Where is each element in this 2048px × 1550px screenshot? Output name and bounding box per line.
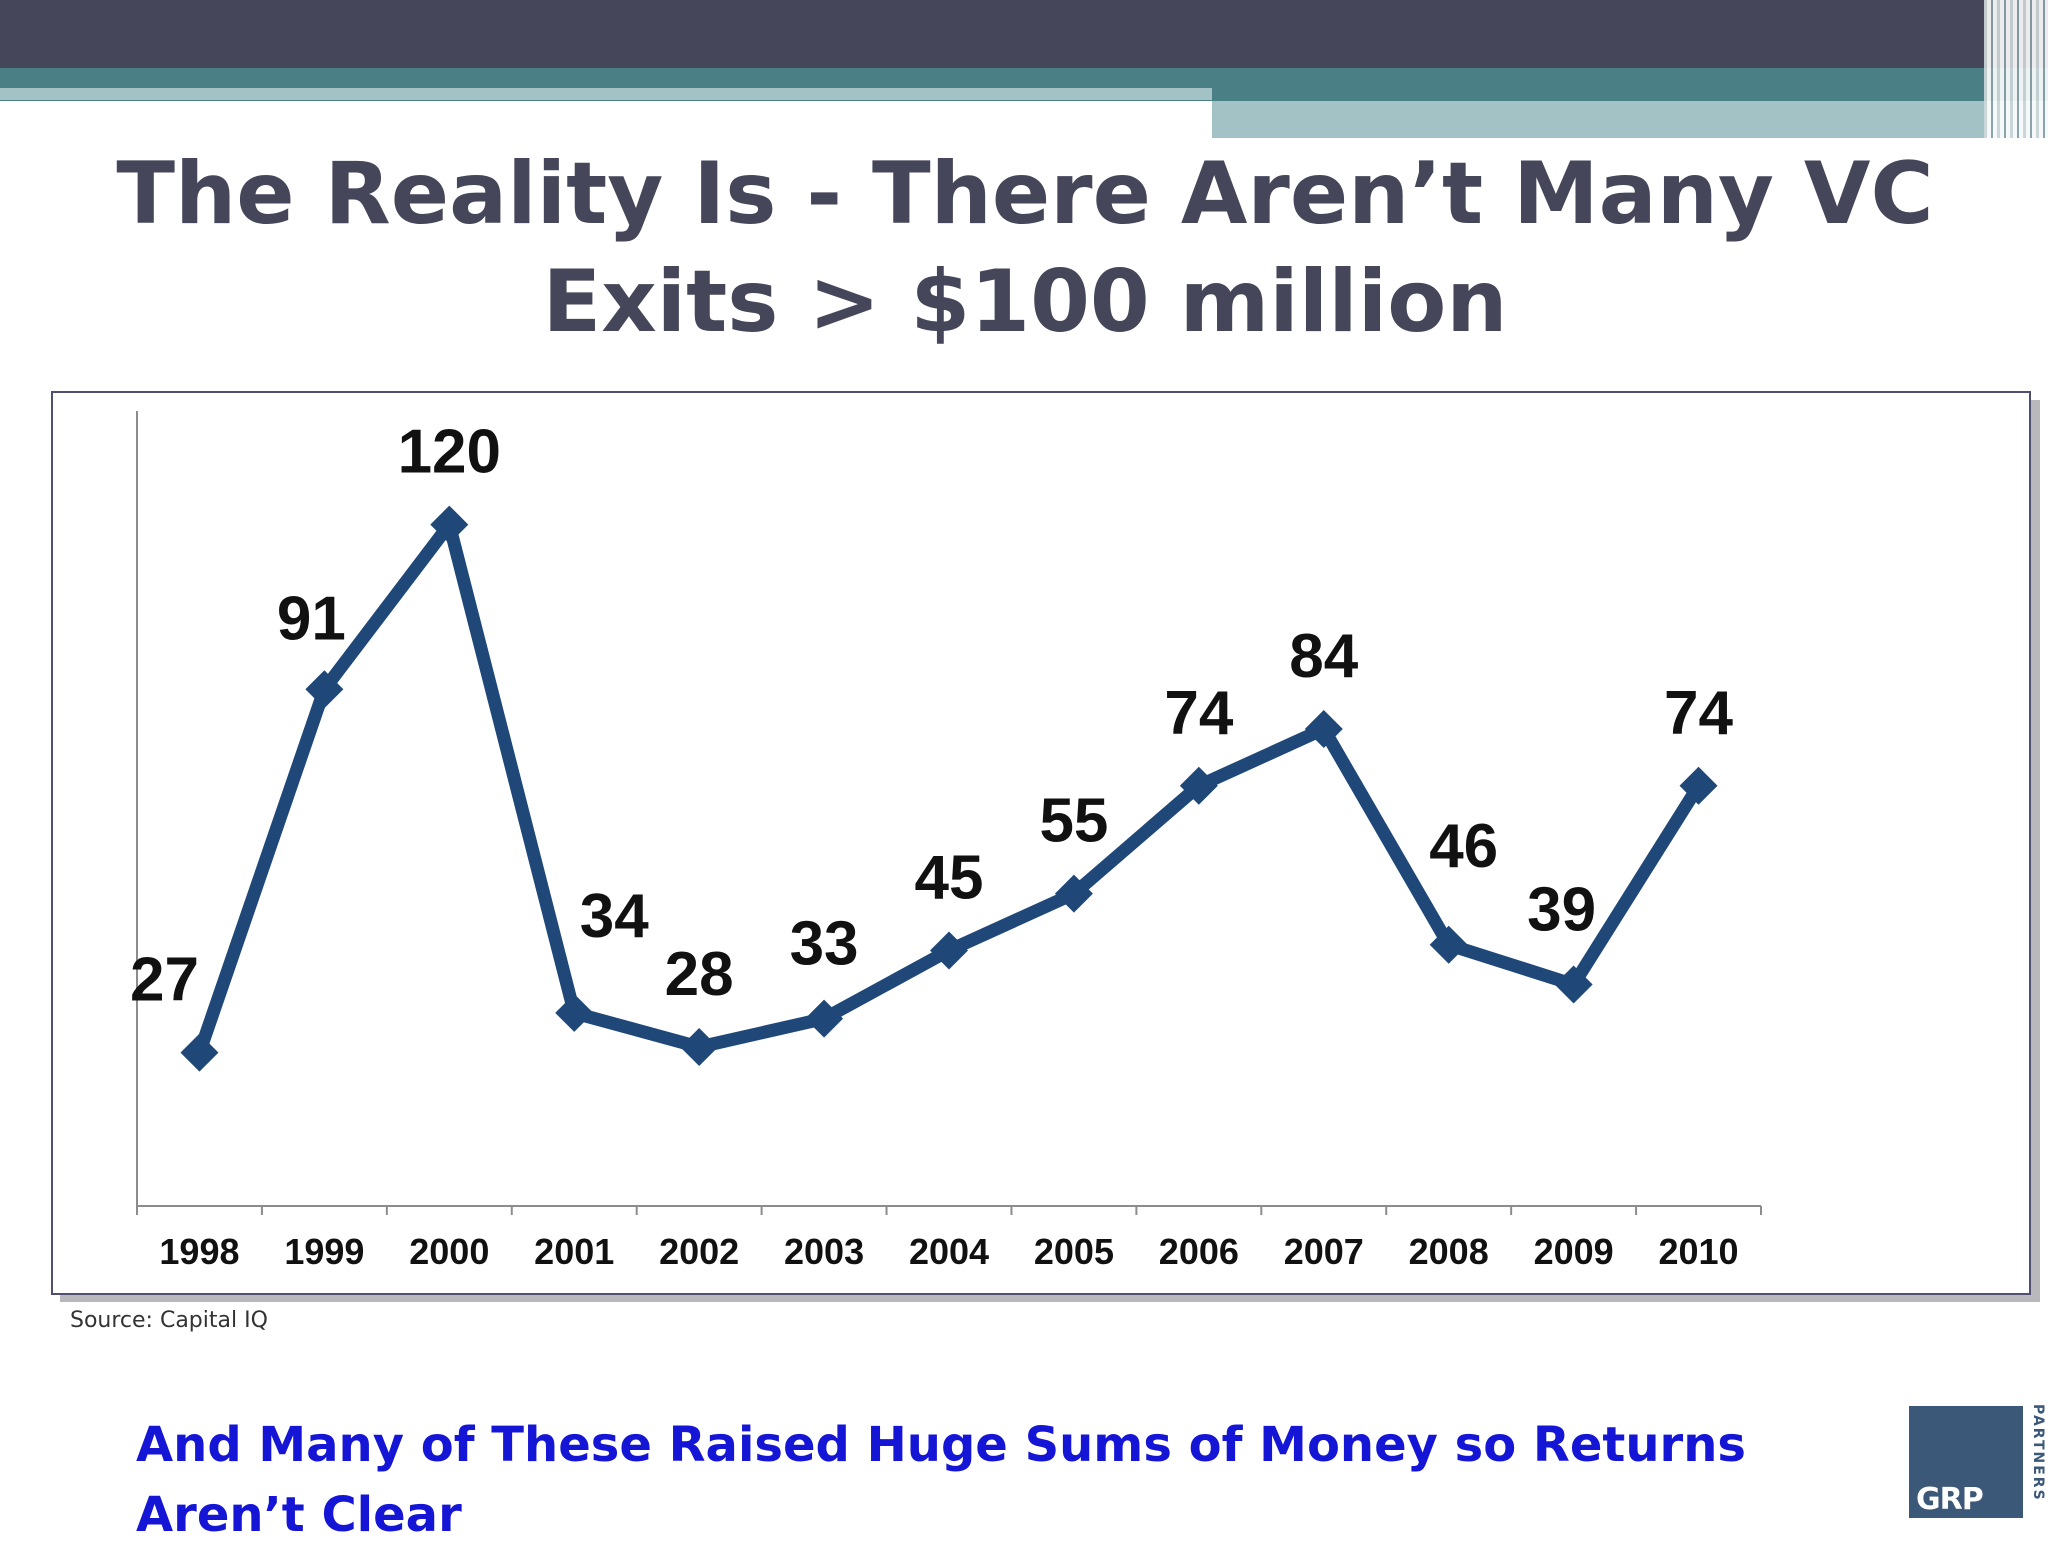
data-point-marker (1304, 710, 1343, 748)
data-label: 74 (1664, 679, 1733, 748)
data-point-marker (305, 670, 344, 709)
data-label: 45 (915, 843, 984, 912)
x-tick-label: 1998 (159, 1231, 239, 1272)
line-chart: 1998 1999 2000 2001 2002 2003 2004 2005 2006 2007… (130, 411, 1762, 1272)
x-tick-label: 2007 (1284, 1231, 1364, 1272)
data-point-marker (680, 1028, 719, 1066)
data-label: 84 (1289, 622, 1358, 691)
slide-title-line-1: The Reality Is - There Aren’t Many VC (116, 144, 1934, 244)
header-stripes-decoration (1984, 0, 2048, 138)
data-label: 46 (1429, 812, 1498, 881)
data-label: 120 (398, 418, 501, 487)
header-band-white (0, 101, 1212, 138)
data-point-marker (1179, 766, 1218, 805)
header-band-light (1212, 101, 2048, 138)
data-label: 91 (277, 584, 346, 653)
data-label: 33 (790, 910, 859, 979)
x-tick-label: 1999 (284, 1231, 364, 1272)
series-line (193, 509, 1705, 1055)
x-tick-label: 2004 (909, 1231, 989, 1272)
data-label: 39 (1527, 876, 1596, 945)
x-tick-label: 2002 (659, 1231, 739, 1272)
logo-side-text: PARTNERS (2030, 1404, 2046, 1502)
source-note: Source: Capital IQ (70, 1308, 268, 1333)
slide-title-line-2: Exits > $100 million (542, 252, 1508, 352)
data-label: 34 (580, 882, 649, 951)
slide-title: The Reality Is - There Aren’t Many VC Ex… (100, 140, 1950, 356)
header-band-strip (0, 88, 1212, 100)
x-tick-label: 2008 (1409, 1231, 1489, 1272)
x-tick-label: 2009 (1534, 1231, 1614, 1272)
data-point-marker (430, 505, 469, 544)
data-point-marker (1554, 965, 1593, 1004)
data-point-marker (555, 993, 594, 1032)
data-point-marker (180, 1033, 219, 1072)
data-point-marker (1054, 874, 1093, 913)
data-label: 55 (1039, 787, 1108, 856)
data-point-marker (805, 999, 844, 1038)
grp-partners-logo (1909, 1406, 2023, 1518)
x-tick-label: 2000 (409, 1231, 489, 1272)
data-point-marker (930, 931, 968, 970)
data-label: 28 (665, 940, 734, 1009)
chart-frame: 1998 1999 2000 2001 2002 2003 2004 2005 2006 2007… (51, 391, 2031, 1295)
logo-main-text: GRP (1916, 1482, 1984, 1517)
x-tick-label: 2006 (1159, 1231, 1239, 1272)
x-tick-label: 2010 (1658, 1231, 1738, 1272)
x-tick-label: 2005 (1034, 1231, 1114, 1272)
data-label: 74 (1164, 679, 1233, 748)
x-tick-label: 2003 (784, 1231, 864, 1272)
data-label: 27 (130, 946, 199, 1015)
footer-statement: And Many of These Raised Huge Sums of Mo… (136, 1417, 1746, 1543)
x-tick-label: 2001 (534, 1231, 614, 1272)
header-band-dark (0, 0, 2048, 68)
data-point-marker (1679, 766, 1718, 805)
data-point-marker (1429, 925, 1468, 964)
